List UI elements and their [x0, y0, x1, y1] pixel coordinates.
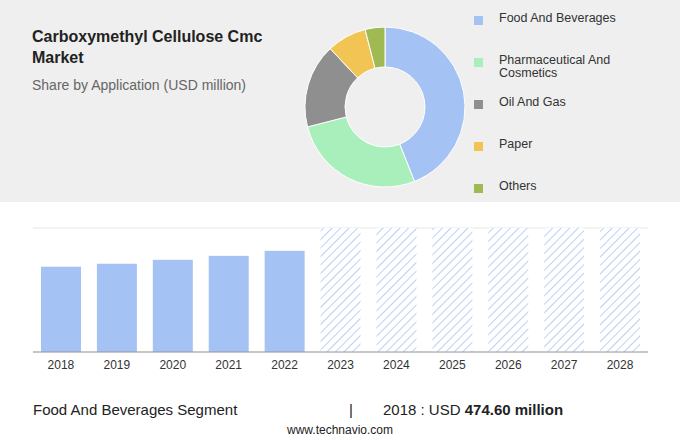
- svg-text:2024: 2024: [383, 358, 410, 372]
- html-text:Food And Beverages Segment: Food And Beverages Segment: [33, 401, 238, 418]
- svg-text:2027: 2027: [551, 358, 578, 372]
- html-text:Others: Others: [499, 179, 537, 193]
- svg-text:2018: 2018: [48, 358, 75, 372]
- html-text:2018 : USD 474.60 million: 2018 : USD 474.60 million: [383, 401, 564, 418]
- svg-text:2026: 2026: [495, 358, 522, 372]
- html-text:www.technavio.com: www.technavio.com: [287, 423, 393, 437]
- html-text:Share by Application (USD mill: Share by Application (USD million): [32, 77, 246, 93]
- html-text:Food And Beverages: Food And Beverages: [499, 11, 616, 25]
- html-text:Paper: Paper: [499, 137, 533, 151]
- svg-text:2021: 2021: [215, 358, 242, 372]
- svg-text:2019: 2019: [104, 358, 131, 372]
- html-text:Pharmaceutical And Cosmetics: Pharmaceutical And Cosmetics: [499, 53, 611, 80]
- svg-text:2025: 2025: [439, 358, 466, 372]
- svg-text:2023: 2023: [327, 358, 354, 372]
- html-text:Carboxymethyl Cellulose Cmc Ma: Carboxymethyl Cellulose Cmc Market: [32, 28, 263, 66]
- svg-text:2020: 2020: [159, 358, 186, 372]
- html-text:Oil And Gas: Oil And Gas: [499, 95, 566, 109]
- svg-text:2022: 2022: [271, 358, 298, 372]
- svg-text:2028: 2028: [607, 358, 634, 372]
